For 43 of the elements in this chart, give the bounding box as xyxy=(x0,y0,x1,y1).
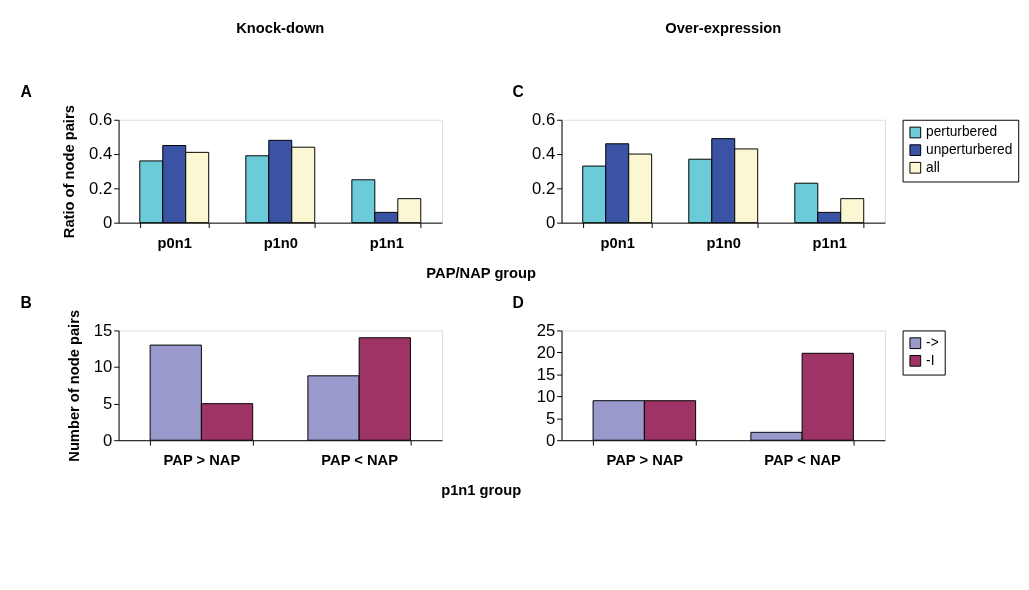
y-tick-label: 5 xyxy=(102,394,113,414)
x-tick-label: p0n1 xyxy=(600,234,635,251)
text: C xyxy=(512,83,524,101)
legend-label: -> xyxy=(926,335,939,351)
y-tick-label: 15 xyxy=(93,320,113,340)
chart-title: Knock-down xyxy=(236,19,325,36)
text: D xyxy=(512,293,524,311)
y-tick-label: 10 xyxy=(536,386,556,406)
y-tick-label: 0.6 xyxy=(532,110,556,130)
y-tick-label: 25 xyxy=(536,320,556,340)
y-axis-title: Number of node pairs xyxy=(65,309,82,462)
x-tick-label: p1n0 xyxy=(263,234,298,251)
y-tick-label: 0.4 xyxy=(89,144,113,164)
x-axis-title: p1n1 group xyxy=(441,482,522,499)
y-tick-label: 0 xyxy=(102,430,113,450)
text: B xyxy=(20,293,32,311)
y-tick-label: 0.4 xyxy=(532,144,556,164)
x-tick-label: p1n1 xyxy=(812,234,847,251)
x-tick-label: p0n1 xyxy=(157,234,192,251)
x-axis-title: PAP/NAP group xyxy=(426,264,537,281)
y-tick-label: 20 xyxy=(536,342,556,362)
x-tick-label: p1n0 xyxy=(706,234,741,251)
x-tick-label: PAP < NAP xyxy=(764,452,842,469)
y-tick-label: 0.6 xyxy=(89,110,113,130)
y-tick-label: 10 xyxy=(93,357,113,377)
legend-label: all xyxy=(926,159,940,175)
x-tick-label: p1n1 xyxy=(369,234,404,251)
text: A xyxy=(20,83,32,101)
y-tick-label: 0 xyxy=(545,430,556,450)
legend-label: unperturbered xyxy=(926,142,1013,158)
y-tick-label: 5 xyxy=(545,408,556,428)
y-tick-label: 0 xyxy=(102,213,113,233)
y-tick-label: 15 xyxy=(536,364,556,384)
y-tick-label: 0 xyxy=(545,213,556,233)
x-tick-label: PAP > NAP xyxy=(163,452,241,469)
x-tick-label: PAP > NAP xyxy=(606,452,684,469)
y-tick-label: 0.2 xyxy=(89,178,113,198)
legend-label: -I xyxy=(926,352,935,368)
legend-label: perturbered xyxy=(926,124,998,140)
chart-title: Over-expression xyxy=(665,19,782,36)
y-tick-label: 0.2 xyxy=(532,178,556,198)
x-tick-label: PAP < NAP xyxy=(321,452,399,469)
y-axis-title: Ratio of node pairs xyxy=(61,105,78,239)
